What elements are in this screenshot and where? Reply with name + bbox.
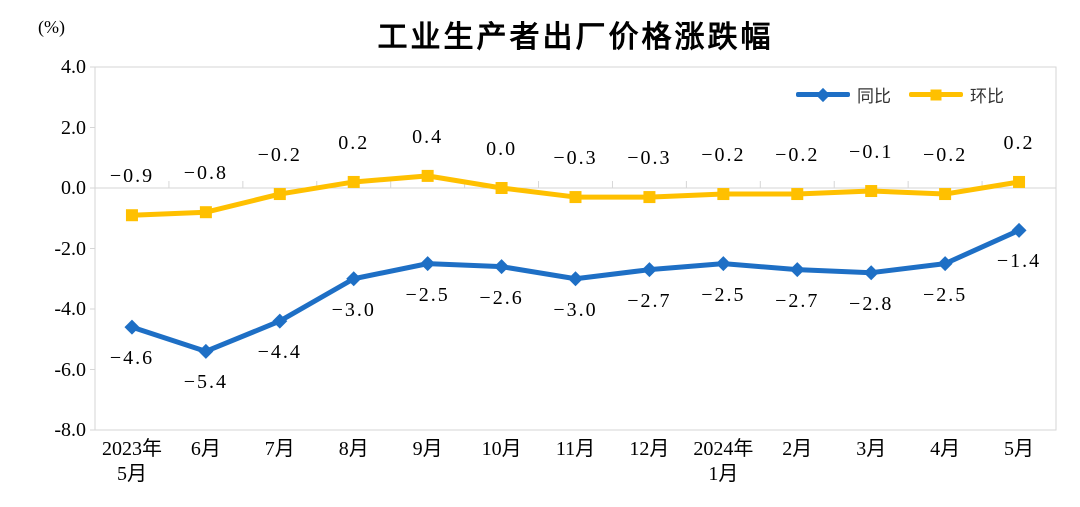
data-point-marker-square <box>939 188 952 201</box>
data-point-marker-square <box>199 206 212 219</box>
data-point-marker-square <box>865 185 878 198</box>
legend-label-mom: 环比 <box>970 87 1004 106</box>
data-point-marker-diamond <box>198 343 214 359</box>
data-point-marker-square <box>717 188 730 201</box>
data-point-marker-diamond <box>568 271 583 287</box>
data-point-marker-diamond <box>715 256 731 272</box>
data-point-marker-diamond <box>346 271 362 287</box>
series-line-同比 <box>129 227 1022 354</box>
data-point-marker-square <box>347 175 360 188</box>
data-point-marker-square <box>791 188 804 201</box>
data-point-marker-square <box>125 209 138 222</box>
plot-border <box>94 66 1057 431</box>
chart-title: 工业生产者出厂价格涨跌幅 <box>377 21 774 54</box>
data-point-marker-square <box>273 188 286 201</box>
legend-label-yoy: 同比 <box>857 87 891 106</box>
data-point-marker-square <box>495 182 508 194</box>
data-point-marker-diamond <box>124 319 140 335</box>
data-point-marker-diamond <box>789 262 805 278</box>
data-point-marker-square <box>643 191 656 204</box>
data-point-marker-square <box>421 169 434 182</box>
data-point-marker-diamond <box>1011 222 1027 238</box>
data-point-marker-square <box>569 191 582 204</box>
mom-line-sample-icon <box>909 89 963 100</box>
legend: 同比 环比 <box>796 82 1004 107</box>
data-point-marker-square <box>1013 175 1026 188</box>
data-point-marker-diamond <box>937 256 953 272</box>
data-point-marker-diamond <box>494 259 510 275</box>
legend-item-yoy: 同比 <box>796 82 891 107</box>
data-point-marker-diamond <box>420 256 436 272</box>
data-point-marker-diamond <box>272 313 288 329</box>
data-point-marker-diamond <box>641 262 657 278</box>
data-point-marker-diamond <box>863 265 879 281</box>
yoy-line-sample-icon <box>796 87 850 102</box>
legend-item-mom: 环比 <box>909 82 1004 107</box>
y-axis-unit-label: (%) <box>38 17 65 37</box>
square-marker-icon <box>930 89 942 100</box>
